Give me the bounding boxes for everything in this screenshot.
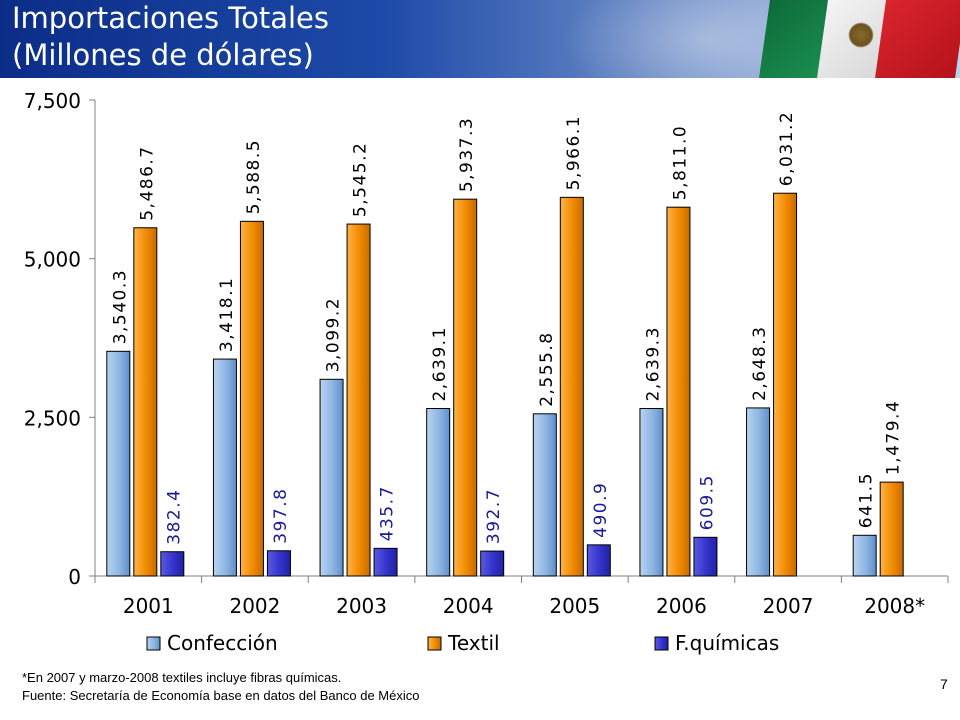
slide-title: Importaciones Totales (Millones de dólar… (12, 0, 329, 74)
bar-textil (666, 206, 691, 577)
bar-confeccion (746, 407, 771, 577)
y-tick-label: 5,000 (24, 248, 81, 272)
data-label-confeccion: 2,555.8 (537, 331, 557, 406)
legend-swatch-textil (427, 636, 442, 651)
source-note: Fuente: Secretaría de Economía base en d… (22, 688, 420, 703)
title-line-1: Importaciones Totales (12, 1, 329, 35)
legend-label-textil: Textil (447, 631, 500, 655)
bar-f-quimicas (586, 544, 611, 577)
data-label-textil: 1,479.4 (884, 400, 904, 475)
bar-f-quimicas (266, 550, 291, 577)
bar-confeccion (852, 534, 877, 577)
bar-f-quimicas (480, 550, 505, 577)
data-label-f-quimicas: 490.9 (591, 482, 611, 538)
bar-f-quimicas (693, 536, 718, 577)
data-label-confeccion: 641.5 (857, 472, 877, 528)
data-label-confeccion: 3,099.2 (324, 297, 344, 372)
data-label-f-quimicas: 397.8 (271, 488, 291, 544)
data-label-confeccion: 3,418.1 (217, 277, 237, 352)
data-label-textil: 5,588.5 (244, 139, 264, 214)
page-number: 7 (940, 676, 948, 692)
bar-textil (773, 192, 798, 577)
bar-confeccion (426, 408, 451, 577)
footnote-line-1: *En 2007 y marzo-2008 textiles incluye f… (22, 670, 342, 685)
data-label-textil: 5,966.1 (564, 115, 584, 190)
data-label-textil: 5,937.3 (457, 117, 477, 192)
bar-textil (559, 196, 584, 577)
data-label-textil: 5,486.7 (137, 145, 157, 220)
legend-swatch-confeccion (146, 636, 161, 651)
data-label-f-quimicas: 392.7 (484, 488, 504, 544)
bar-textil (453, 198, 478, 577)
x-tick-label: 2001 (123, 594, 174, 618)
data-label-f-quimicas: 435.7 (378, 485, 398, 541)
footnote: *En 2007 y marzo-2008 textiles incluye f… (22, 669, 419, 705)
x-tick-label: 2007 (763, 594, 814, 618)
bar-f-quimicas (160, 551, 185, 577)
imports-bar-chart: 0 2,500 5,000 7,500 2001 2002 2003 2004 2005 2006… (24, 89, 949, 655)
y-tick-label: 0 (68, 565, 81, 589)
data-label-f-quimicas: 382.4 (164, 489, 184, 545)
x-tick-label: 2004 (443, 594, 494, 618)
bar-textil (239, 220, 264, 577)
data-label-textil: 6,031.2 (777, 111, 797, 186)
legend-label-f-quimicas: F.químicas (675, 631, 779, 655)
data-label-textil: 5,811.0 (670, 125, 690, 200)
data-label-confeccion: 2,648.3 (750, 326, 770, 401)
bar-confeccion (639, 407, 664, 577)
y-tick-label: 2,500 (24, 406, 81, 430)
data-label-confeccion: 2,639.1 (430, 326, 450, 401)
bar-confeccion (106, 350, 131, 577)
x-tick-label: 2003 (336, 594, 387, 618)
legend-label-confeccion: Confección (167, 631, 278, 655)
x-tick-label: 2002 (229, 594, 280, 618)
bar-confeccion (532, 413, 557, 577)
bar-textil (346, 223, 371, 577)
legend-swatch-f-quimicas (654, 636, 669, 651)
title-line-2: (Millones de dólares) (12, 38, 314, 72)
chart-legend: Confección Textil F.químicas (146, 631, 779, 655)
bar-f-quimicas (373, 547, 398, 577)
x-tick-label: 2006 (656, 594, 707, 618)
bar-confeccion (319, 378, 344, 577)
bar-textil (133, 227, 158, 577)
data-label-confeccion: 3,540.3 (110, 269, 130, 344)
y-tick-label: 7,500 (24, 89, 81, 113)
x-tick-label: 2005 (549, 594, 600, 618)
mexican-flag-image (759, 0, 960, 78)
data-label-textil: 5,545.2 (351, 142, 371, 217)
data-label-f-quimicas: 609.5 (697, 474, 717, 530)
bar-textil (879, 481, 904, 577)
header-banner: Importaciones Totales (Millones de dólar… (0, 0, 960, 78)
x-tick-label: 2008* (864, 594, 925, 618)
bar-confeccion (212, 358, 237, 577)
data-label-confeccion: 2,639.3 (643, 326, 663, 401)
